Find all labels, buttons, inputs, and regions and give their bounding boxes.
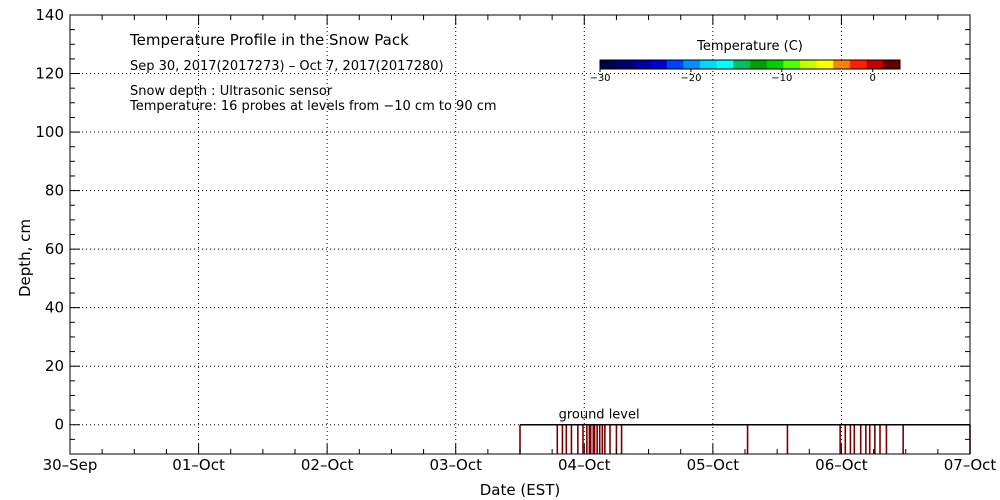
colorbar-ticks: −30 −20 −10 0: [589, 69, 876, 84]
colorbar-segment: [750, 60, 768, 69]
x-tick-label: 05–Oct: [687, 456, 740, 474]
colorbar-segments: [600, 60, 901, 69]
colorbar-segment: [816, 60, 834, 69]
y-tick-label: 0: [54, 416, 64, 434]
colorbar-tick-label: −20: [680, 73, 701, 84]
colorbar-segment: [783, 60, 801, 69]
y-tick-label: 120: [35, 65, 64, 83]
ground-level-label: ground level: [559, 408, 640, 423]
axis-tick-labels: 30–Sep 01–Oct 02–Oct 03–Oct 04–Oct 05–Oct 06–O…: [35, 6, 996, 474]
colorbar-segment: [633, 60, 651, 69]
colorbar-segment: [866, 60, 884, 69]
colorbar-segment: [833, 60, 851, 69]
colorbar-segment: [616, 60, 634, 69]
colorbar-segment: [766, 60, 784, 69]
y-axis-title: Depth, cm: [16, 219, 34, 297]
x-tick-label: 07–Oct: [944, 456, 997, 474]
colorbar-segment: [666, 60, 684, 69]
colorbar-segment: [683, 60, 701, 69]
colorbar-tick-label: 0: [870, 73, 876, 84]
colorbar-segment: [850, 60, 868, 69]
colorbar-segment: [716, 60, 734, 69]
y-tick-label: 60: [45, 240, 64, 258]
y-tick-label: 140: [35, 6, 64, 24]
snow-depth-markers: [519, 424, 971, 454]
colorbar-segment: [883, 60, 901, 69]
x-tick-label: 04–Oct: [558, 456, 611, 474]
colorbar-segment: [800, 60, 818, 69]
colorbar-tick-label: −30: [589, 73, 610, 84]
x-axis-title: Date (EST): [480, 481, 561, 499]
plot-frame: [69, 14, 971, 455]
colorbar-segment: [733, 60, 751, 69]
colorbar: Temperature (C) −30 −20 −10 0: [589, 39, 901, 84]
y-tick-label: 100: [35, 123, 64, 141]
y-tick-label: 80: [45, 182, 64, 200]
colorbar-segment: [650, 60, 668, 69]
colorbar-frame: [599, 59, 901, 70]
colorbar-segment: [600, 60, 618, 69]
y-tick-label: 40: [45, 299, 64, 317]
info-line-temperature: Temperature: 16 probes at levels from −1…: [129, 99, 497, 114]
chart-title: Temperature Profile in the Snow Pack: [129, 31, 409, 49]
x-tick-label: 03–Oct: [429, 456, 482, 474]
y-tick-label: 20: [45, 357, 64, 375]
info-line-snow-depth: Snow depth : Ultrasonic sensor: [130, 84, 333, 99]
axis-ticks: [69, 14, 971, 455]
chart-subtitle: Sep 30, 2017(2017273) – Oct 7, 2017(2017…: [130, 59, 444, 74]
x-tick-label: 06–Oct: [815, 456, 868, 474]
x-tick-label: 02–Oct: [301, 456, 354, 474]
grid-lines: [70, 15, 970, 454]
colorbar-title: Temperature (C): [696, 39, 803, 54]
colorbar-segment: [700, 60, 718, 69]
x-tick-label: 01–Oct: [172, 456, 225, 474]
colorbar-tick-label: −10: [771, 73, 792, 84]
x-tick-label: 30–Sep: [43, 456, 98, 474]
